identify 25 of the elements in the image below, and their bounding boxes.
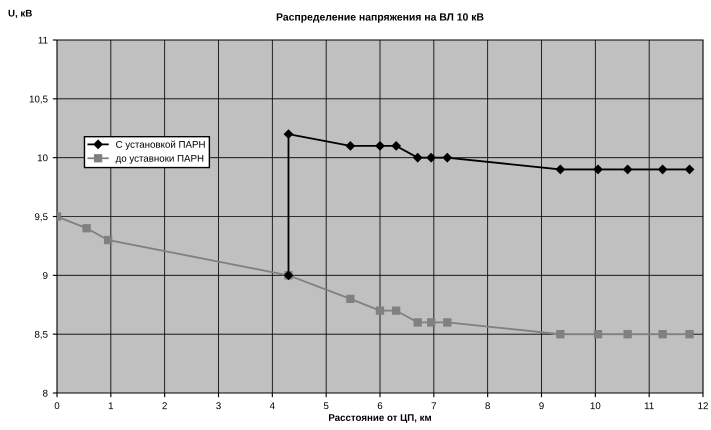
x-tick-label: 4 [270,402,275,410]
x-tick-label: 9 [539,402,544,410]
x-tick-label: 10 [590,402,600,410]
y-tick-label: 9,5 [34,213,48,222]
x-tick-label: 8 [485,402,490,410]
y-tick-label: 11 [38,36,48,44]
x-tick-label: 1 [108,402,114,410]
x-tick-label: 11 [644,402,654,410]
y-tick-label: 10 [38,154,48,162]
x-tick-label: 3 [216,402,221,410]
x-tick-label: 0 [54,402,60,410]
legend-label: до уставноки ПАРН [116,154,204,164]
x-tick-label: 5 [324,402,328,410]
x-tick-label: 6 [378,402,382,410]
x-tick-label: 12 [698,402,708,410]
chart-title: Распределение напряжения на ВЛ 10 кВ [276,13,484,23]
x-tick-label: 2 [162,402,167,410]
y-tick-label: 9 [43,272,48,279]
x-tick-label: 7 [432,402,436,410]
x-axis-title: Расстояние от ЦП, км [328,414,431,423]
y-tick-label: 8 [42,390,48,397]
y-tick-label: 8,5 [34,330,48,339]
y-tick-label: 10,5 [30,96,48,104]
y-axis-title: U, кВ [8,10,32,18]
legend-label: С установкой ПАРН [116,140,205,150]
